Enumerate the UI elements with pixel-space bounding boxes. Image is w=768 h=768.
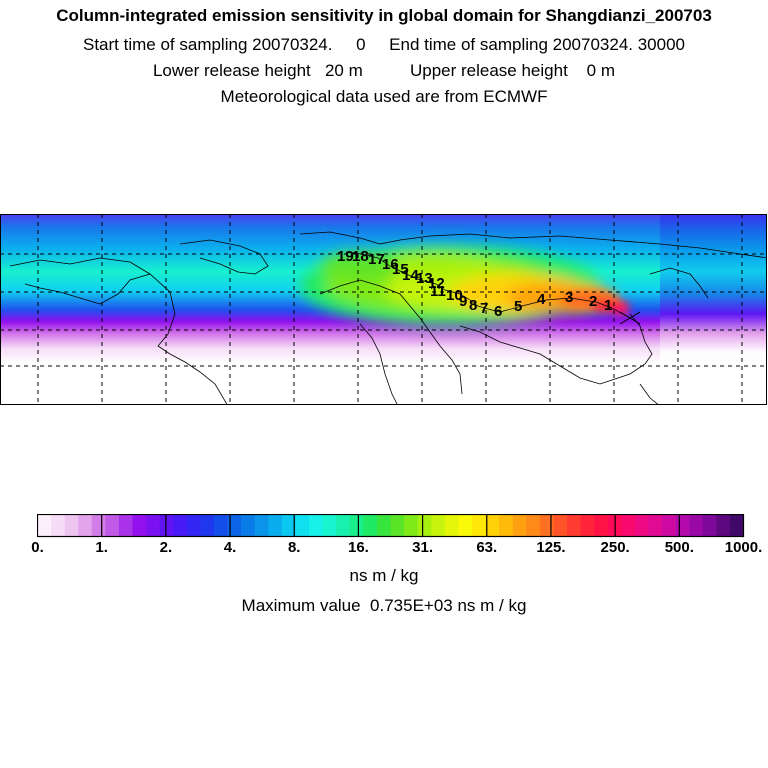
release-site-marker <box>619 311 641 325</box>
colorbar-tick-label: 125. <box>536 539 566 556</box>
trajectory-label: 15 <box>392 261 409 278</box>
sampling-time-line: Start time of sampling 20070324. 0 End t… <box>83 35 685 54</box>
trajectory-label: 13 <box>416 270 433 287</box>
trajectory-label: 1 <box>604 297 612 314</box>
colorbar-unit: ns m / kg <box>349 566 419 585</box>
colorbar-cell <box>118 514 133 537</box>
colorbar-cell <box>173 514 188 537</box>
colorbar-cell <box>634 514 649 537</box>
trajectory-label: 3 <box>565 289 573 306</box>
colorbar-cell <box>91 514 106 537</box>
colorbar-cell <box>214 514 228 537</box>
colorbar-cell <box>499 514 513 537</box>
colorbar-cell <box>295 514 310 537</box>
colorbar-cell <box>146 514 160 537</box>
trajectory-label: 17 <box>368 251 385 268</box>
colorbar-cell <box>594 514 609 537</box>
colorbar-cell <box>404 514 418 537</box>
release-height-line: Lower release height 20 m Upper release … <box>152 61 616 80</box>
trajectory-label: 18 <box>352 248 369 265</box>
trajectory-label: 11 <box>430 283 446 300</box>
colorbar-tick-label: 500. <box>664 539 694 556</box>
colorbar-cell <box>458 514 473 537</box>
colorbar-tick-label: 250. <box>600 539 630 556</box>
trajectory-label: 16 <box>382 256 399 273</box>
colorbar-cell <box>309 514 323 537</box>
colorbar-cell <box>580 514 595 537</box>
colorbar-cell <box>241 514 256 537</box>
coastlines <box>9 231 767 405</box>
trajectory-label: 12 <box>428 275 445 292</box>
colorbar-cell <box>200 514 215 537</box>
colorbar-cell <box>132 514 147 537</box>
trajectory-label: 10 <box>446 287 463 304</box>
colorbar-tick-label: 4. <box>223 539 237 556</box>
colorbar-cell <box>716 514 731 537</box>
colorbar-tick-label: 16. <box>347 539 369 556</box>
colorbar-cell <box>349 514 364 537</box>
colorbar-cell <box>254 514 269 537</box>
colorbar-cell <box>51 514 65 537</box>
colorbar-cell <box>471 514 486 537</box>
colorbar-tick-label: 8. <box>287 539 301 556</box>
plot-title: Column-integrated emission sensitivity i… <box>56 6 712 25</box>
trajectory-label: 19 <box>337 248 354 265</box>
trajectory-label: 7 <box>480 300 488 317</box>
colorbar-cell <box>662 514 676 537</box>
colorbar-cell <box>336 514 351 537</box>
colorbar-cell <box>702 514 717 537</box>
colorbar <box>37 514 745 538</box>
colorbar-cell <box>689 514 704 537</box>
colorbar-cell <box>431 514 446 537</box>
colorbar-tick-label: 2. <box>159 539 173 556</box>
colorbar-cell <box>539 514 554 537</box>
colorbar-cell <box>363 514 378 537</box>
colorbar-cell <box>729 514 744 537</box>
colorbar-tick-label: 31. <box>412 539 434 556</box>
colorbar-cell <box>485 514 500 537</box>
trajectory-label: 14 <box>402 267 419 284</box>
colorbar-cell <box>376 514 391 537</box>
colorbar-cell <box>553 514 568 537</box>
colorbar-cell <box>621 514 636 537</box>
colorbar-tick-label: 0. <box>31 539 44 556</box>
colorbar-cell <box>512 514 527 537</box>
colorbar-cell <box>78 514 93 537</box>
colorbar-cell <box>526 514 541 537</box>
trajectory-label: 9 <box>459 293 467 310</box>
colorbar-cell <box>227 514 242 537</box>
colorbar-cell <box>648 514 663 537</box>
colorbar-cell <box>675 514 690 537</box>
colorbar-cell <box>567 514 581 537</box>
colorbar-cell <box>64 514 79 537</box>
colorbar-cell <box>390 514 405 537</box>
colorbar-cell <box>159 514 174 537</box>
colorbar-tick-label: 63. <box>476 539 498 556</box>
colorbar-cell <box>417 514 432 537</box>
colorbar-cell <box>105 514 120 537</box>
colorbar-tick-label: 1000. <box>724 539 763 556</box>
colorbar-tick-label: 1. <box>95 539 108 556</box>
colorbar-cell <box>268 514 283 537</box>
trajectory-label: 5 <box>514 298 522 315</box>
colorbar-cell <box>281 514 296 537</box>
maximum-value: Maximum value 0.735E+03 ns m / kg <box>241 596 527 615</box>
trajectory-label: 6 <box>494 303 502 320</box>
trajectory-label: 8 <box>469 297 477 314</box>
colorbar-cell <box>444 514 459 537</box>
trajectory-label: 2 <box>589 293 597 310</box>
trajectory-label: 4 <box>537 291 546 308</box>
colorbar-cell <box>322 514 337 537</box>
colorbar-cell <box>37 514 52 537</box>
colorbar-cell <box>186 514 201 537</box>
met-data-line: Meteorological data used are from ECMWF <box>220 87 548 106</box>
